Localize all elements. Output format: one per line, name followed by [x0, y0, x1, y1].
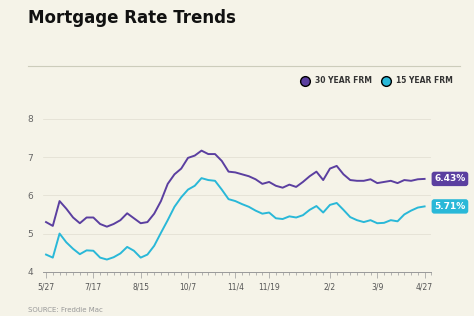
- Text: 6.43%: 6.43%: [434, 174, 465, 183]
- Text: 5.71%: 5.71%: [434, 202, 465, 211]
- Legend: 30 YEAR FRM, 15 YEAR FRM: 30 YEAR FRM, 15 YEAR FRM: [295, 73, 456, 88]
- Text: Mortgage Rate Trends: Mortgage Rate Trends: [28, 9, 237, 27]
- Text: SOURCE: Freddie Mac: SOURCE: Freddie Mac: [28, 307, 103, 313]
